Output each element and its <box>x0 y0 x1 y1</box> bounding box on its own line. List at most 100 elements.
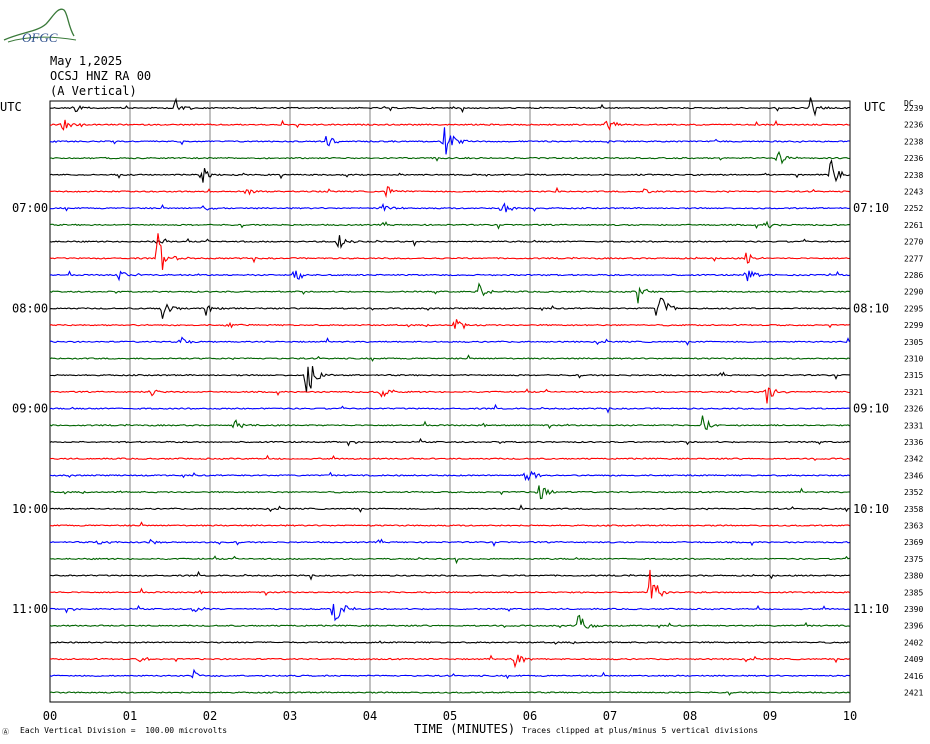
dc-offset-label: 2375 <box>904 555 923 564</box>
x-tick-label: 04 <box>363 709 377 723</box>
left-time-label: 11:00 <box>12 602 48 616</box>
seismogram-trace <box>49 366 850 393</box>
x-axis-title: TIME (MINUTES) <box>414 722 515 736</box>
right-utc-label: UTC <box>864 100 886 114</box>
dc-offset-label: 2239 <box>904 104 923 113</box>
seismogram-trace <box>50 640 850 645</box>
seismogram-trace <box>49 235 850 249</box>
dc-offset-label: 2363 <box>904 522 923 531</box>
seismogram-trace <box>49 569 850 599</box>
dc-offset-label: 2261 <box>904 221 923 230</box>
station-label: OCSJ HNZ RA 00 <box>50 69 152 83</box>
seismogram-trace <box>49 127 850 155</box>
dc-offset-label: 2369 <box>904 538 923 547</box>
seismogram-trace <box>50 97 850 117</box>
logo-text: OFGC <box>22 30 58 44</box>
seismogram-trace <box>49 470 850 482</box>
footnote-left: Each Vertical Division = 100.00 microvol… <box>20 726 227 735</box>
seismogram-trace <box>49 233 850 270</box>
seismogram-trace <box>49 336 851 346</box>
dc-offset-label: 2342 <box>904 455 923 464</box>
x-tick-label: 02 <box>203 709 217 723</box>
left-time-label: 08:00 <box>12 301 48 315</box>
seismogram-trace <box>49 403 850 414</box>
seismogram-trace <box>49 150 850 165</box>
seismogram-trace <box>49 354 850 362</box>
x-tick-label: 10 <box>843 709 857 723</box>
x-tick-label: 03 <box>283 709 297 723</box>
seismogram-trace <box>49 555 850 565</box>
dc-offset-label: 2236 <box>904 154 923 163</box>
dc-offset-label: 2416 <box>904 672 923 681</box>
dc-offset-label: 2315 <box>904 371 923 380</box>
seismogram-trace <box>49 186 850 199</box>
dc-offset-label: 2390 <box>904 605 923 614</box>
x-tick-label: 08 <box>683 709 697 723</box>
seismogram-trace <box>49 485 850 500</box>
left-utc-label: UTC <box>0 100 22 114</box>
dc-offset-label: 2331 <box>904 421 923 430</box>
left-time-label: 09:00 <box>12 402 48 416</box>
dc-offset-label: 2252 <box>904 204 923 213</box>
dc-offset-label: 2238 <box>904 137 923 146</box>
seismogram-trace <box>49 603 850 622</box>
dc-offset-label: 2396 <box>904 622 923 631</box>
x-tick-label: 05 <box>443 709 457 723</box>
dc-offset-label: 2326 <box>904 405 923 414</box>
seismogram-trace <box>49 119 850 131</box>
dc-offset-label: 2236 <box>904 121 923 130</box>
dc-offset-label: 2270 <box>904 238 923 247</box>
traces <box>49 97 851 696</box>
seismogram-trace <box>49 570 850 581</box>
seismogram-trace <box>49 654 850 669</box>
footnote-mark: Ⓐ <box>2 728 9 736</box>
seismogram-trace <box>49 387 850 404</box>
dc-offset-label: 2346 <box>904 471 923 480</box>
seismogram-trace <box>49 202 850 213</box>
seismogram-trace <box>49 504 850 513</box>
dc-offset-label: 2409 <box>904 655 923 664</box>
dc-offset-label: 2295 <box>904 304 923 313</box>
dc-offset-label: 2299 <box>904 321 923 330</box>
date-label: May 1,2025 <box>50 54 123 68</box>
grid <box>49 100 851 703</box>
right-time-label: 09:10 <box>853 402 889 416</box>
right-time-label: 07:10 <box>853 201 889 215</box>
seismogram-trace <box>49 538 850 547</box>
seismogram-trace <box>49 270 850 282</box>
seismogram-trace <box>49 319 850 330</box>
footnote-right: Traces clipped at plus/minus 5 vertical … <box>522 726 758 735</box>
dc-offset-label: 2286 <box>904 271 923 280</box>
left-time-label: 10:00 <box>12 502 48 516</box>
dc-offset-label: 2238 <box>904 171 923 180</box>
dc-offset-label: 2277 <box>904 254 923 263</box>
right-time-label: 11:10 <box>853 602 889 616</box>
x-tick-label: 09 <box>763 709 777 723</box>
x-tick-label: 00 <box>43 709 57 723</box>
dc-offset-label: 2421 <box>904 689 923 698</box>
x-tick-label: 06 <box>523 709 537 723</box>
dc-offset-label: 2243 <box>904 188 923 197</box>
seismogram-trace <box>49 437 850 447</box>
seismogram-trace <box>50 521 850 527</box>
seismogram-trace <box>49 158 850 183</box>
dc-offset-label: 2402 <box>904 638 923 647</box>
seismogram-trace <box>49 614 850 629</box>
seismogram-trace <box>49 282 850 304</box>
ofgc-logo: OFGC <box>3 8 77 44</box>
right-time-label: 08:10 <box>853 301 889 315</box>
dc-offset-label: 2380 <box>904 572 923 581</box>
dc-offset-label: 2358 <box>904 505 923 514</box>
x-tick-label: 01 <box>123 709 137 723</box>
dc-header-label: DC <box>904 99 914 108</box>
seismogram-trace <box>49 297 850 319</box>
left-time-label: 07:00 <box>12 201 48 215</box>
seismogram-trace <box>49 668 850 680</box>
seismogram-trace <box>49 415 850 431</box>
x-tick-label: 07 <box>603 709 617 723</box>
seismogram-trace <box>49 454 850 461</box>
dc-offset-label: 2310 <box>904 355 923 364</box>
labels: UTC UTC DC TIME (MINUTES) Ⓐ Each Vertica… <box>0 99 923 736</box>
dc-offset-label: 2305 <box>904 338 923 347</box>
